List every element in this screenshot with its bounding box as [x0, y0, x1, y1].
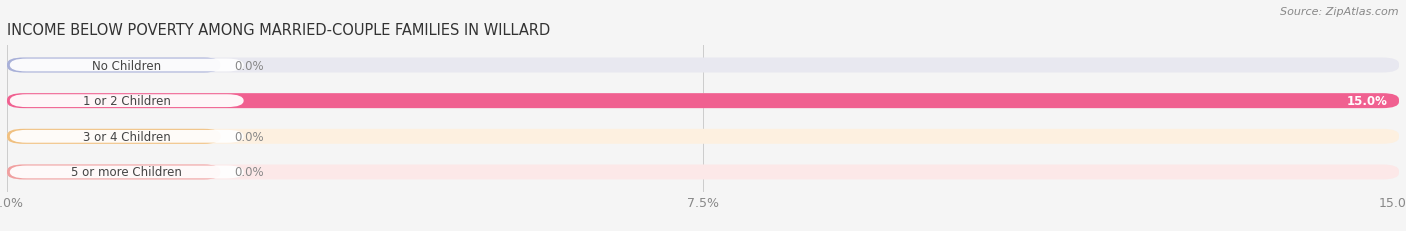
FancyBboxPatch shape [7, 94, 1399, 109]
FancyBboxPatch shape [7, 165, 1399, 180]
FancyBboxPatch shape [7, 129, 221, 144]
FancyBboxPatch shape [10, 130, 243, 143]
Text: INCOME BELOW POVERTY AMONG MARRIED-COUPLE FAMILIES IN WILLARD: INCOME BELOW POVERTY AMONG MARRIED-COUPL… [7, 23, 550, 38]
FancyBboxPatch shape [7, 58, 1399, 73]
FancyBboxPatch shape [10, 59, 243, 72]
Text: 5 or more Children: 5 or more Children [72, 166, 183, 179]
FancyBboxPatch shape [10, 95, 243, 108]
FancyBboxPatch shape [10, 166, 243, 179]
FancyBboxPatch shape [7, 129, 1399, 144]
FancyBboxPatch shape [7, 165, 221, 180]
Text: 0.0%: 0.0% [235, 166, 264, 179]
Text: Source: ZipAtlas.com: Source: ZipAtlas.com [1281, 7, 1399, 17]
Text: 3 or 4 Children: 3 or 4 Children [83, 130, 170, 143]
FancyBboxPatch shape [7, 58, 221, 73]
Text: 0.0%: 0.0% [235, 59, 264, 72]
Text: No Children: No Children [93, 59, 162, 72]
Text: 1 or 2 Children: 1 or 2 Children [83, 95, 170, 108]
Text: 15.0%: 15.0% [1347, 95, 1388, 108]
Text: 0.0%: 0.0% [235, 130, 264, 143]
FancyBboxPatch shape [7, 94, 1399, 109]
